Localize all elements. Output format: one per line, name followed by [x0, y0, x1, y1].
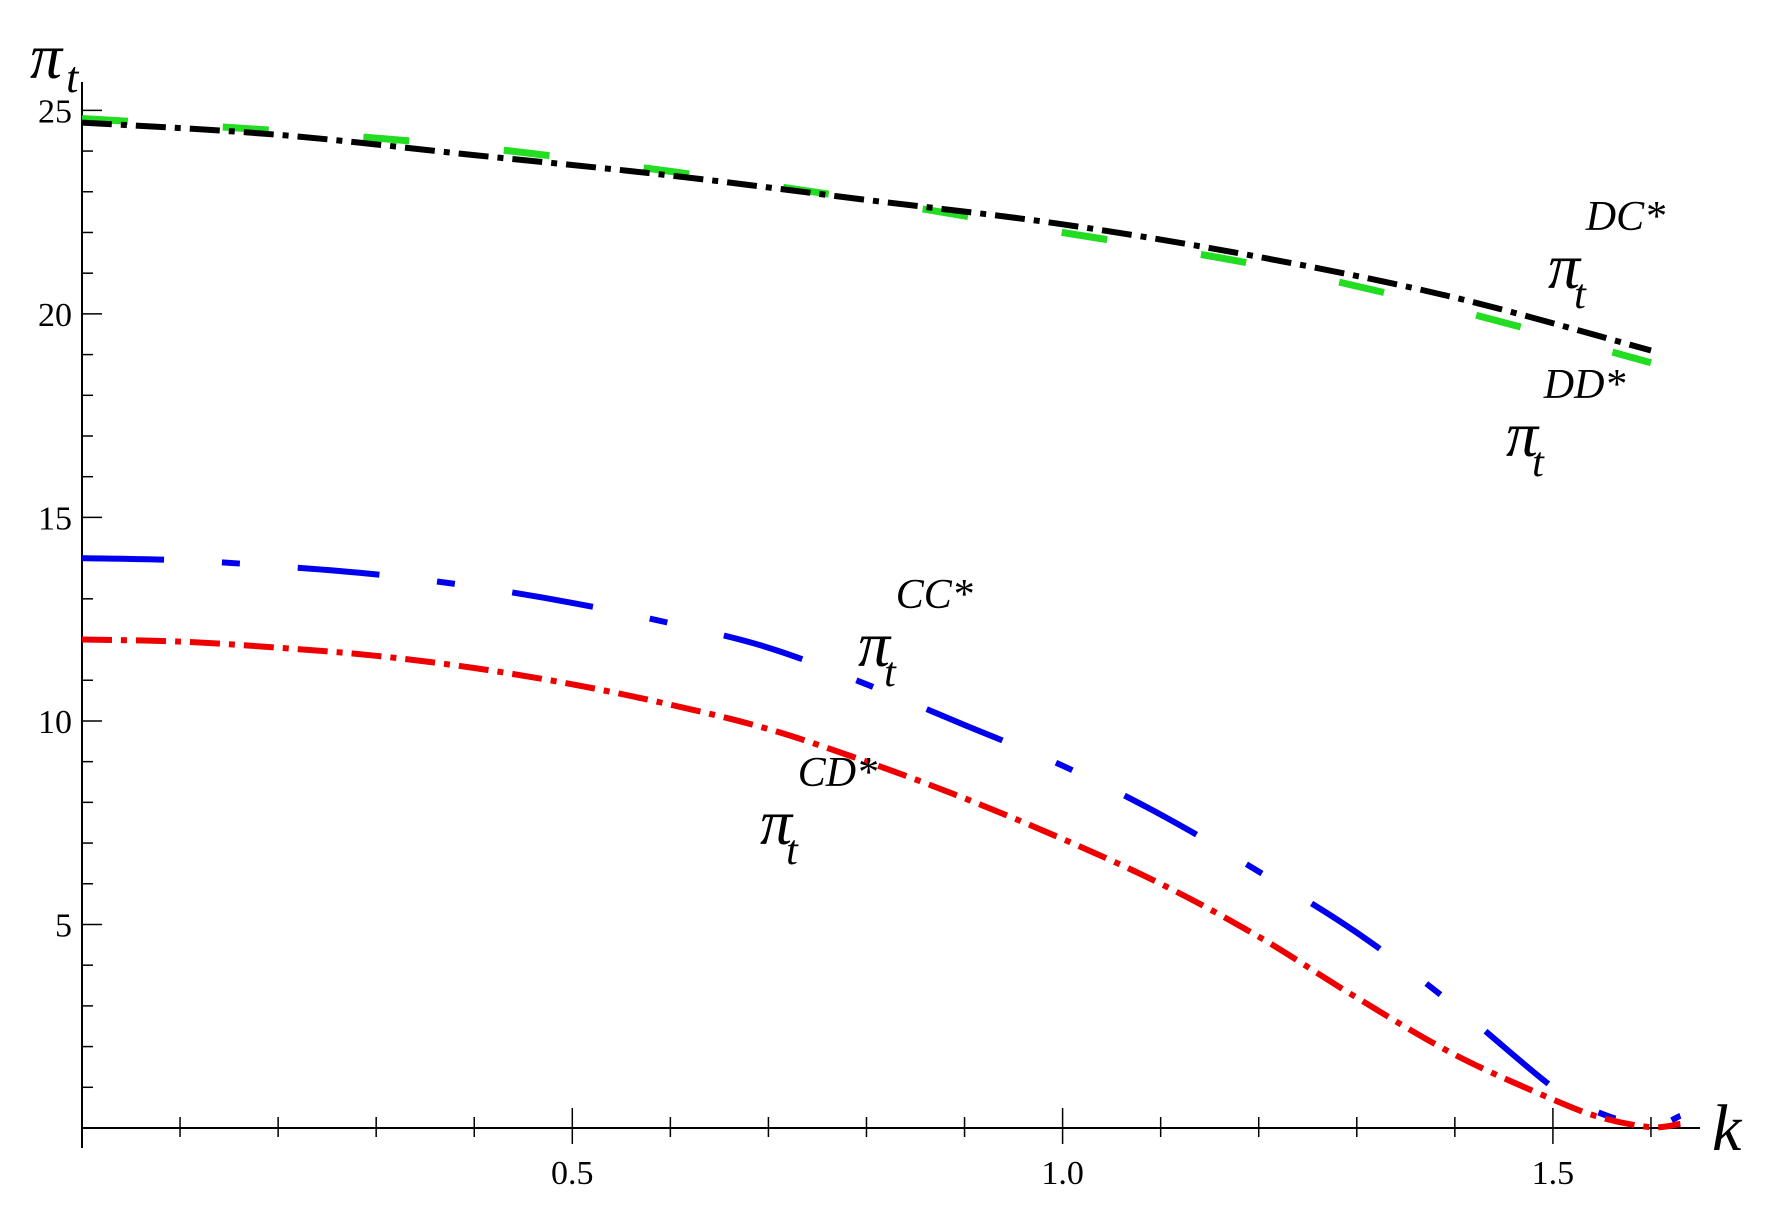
label-cc: πtCC*	[858, 572, 973, 696]
axes	[81, 82, 1700, 1148]
label-dd: πtDD*	[1506, 362, 1625, 486]
label-cd: πtCD*	[760, 750, 877, 874]
series-line-cc	[81, 555, 1682, 1130]
y-axis-label: πt	[30, 21, 80, 102]
y-tick-label: 5	[55, 907, 72, 944]
series-lines	[81, 115, 1682, 1131]
series-line-cd	[81, 636, 1681, 1131]
tick-labels: 0.5 1.0 1.5 5 10 15 20 25	[38, 93, 1574, 1192]
y-tick-label: 20	[38, 297, 72, 334]
y-axis-symbol: π	[30, 21, 64, 92]
ticks	[82, 109, 1652, 1144]
x-tick-label: 1.0	[1041, 1155, 1084, 1192]
series-line-dd	[81, 115, 1652, 367]
y-axis-subscript: t	[66, 53, 80, 102]
y-tick-label: 10	[38, 704, 72, 741]
x-axis-label: k	[1712, 1092, 1743, 1165]
y-tick-label: 25	[38, 93, 72, 130]
y-tick-label: 15	[38, 500, 72, 537]
x-tick-label: 1.5	[1532, 1155, 1575, 1192]
series-line-dc	[81, 119, 1652, 354]
x-tick-label: 0.5	[551, 1155, 594, 1192]
label-dc: πtDC*	[1548, 194, 1665, 318]
